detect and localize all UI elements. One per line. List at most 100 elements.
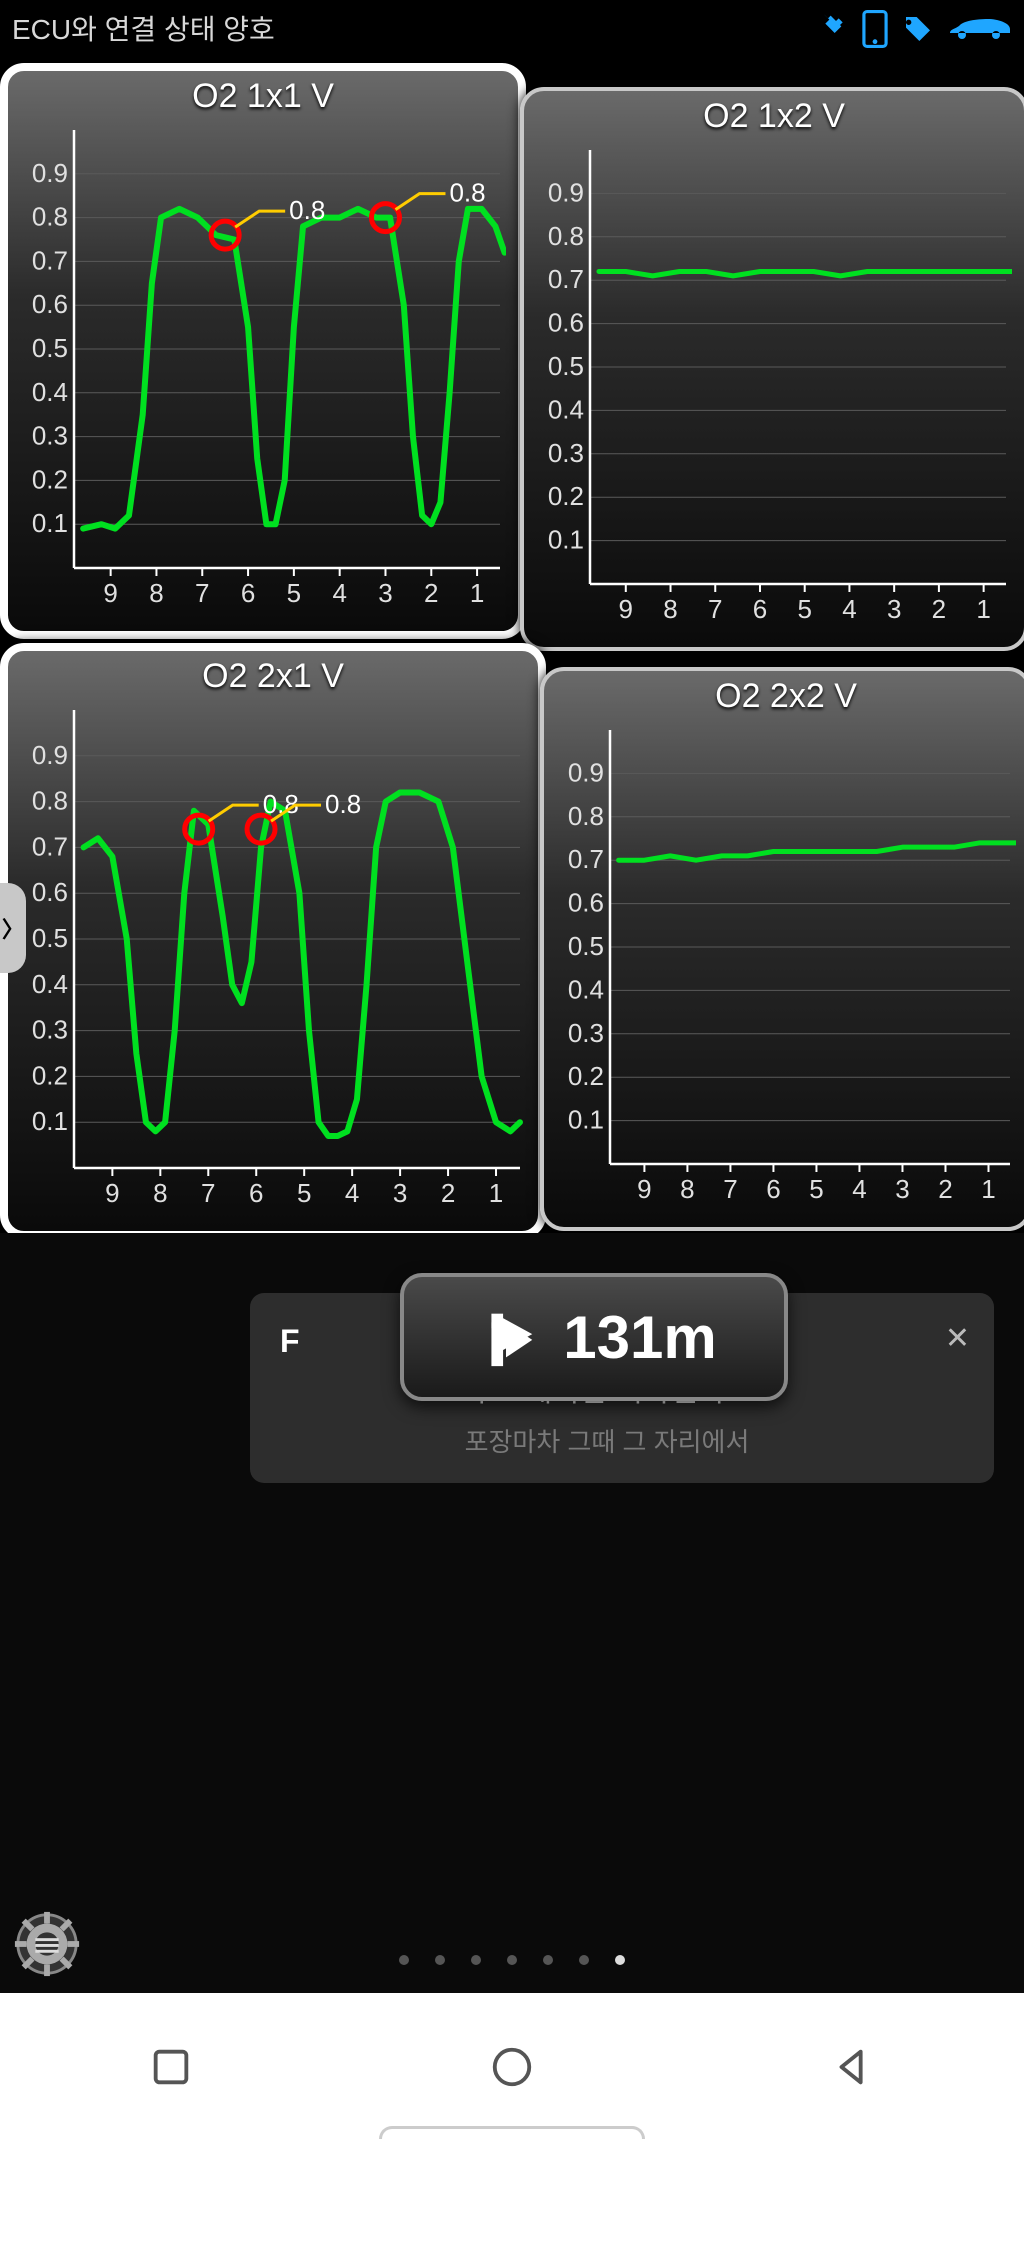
svg-text:8: 8: [663, 594, 677, 624]
svg-text:2: 2: [424, 578, 438, 608]
chart-title: O2 1x2 V: [524, 91, 1024, 136]
home-button[interactable]: [489, 2044, 535, 2090]
svg-text:0.1: 0.1: [548, 525, 584, 555]
svg-text:7: 7: [708, 594, 722, 624]
svg-text:0.9: 0.9: [548, 177, 584, 207]
svg-text:0.9: 0.9: [32, 158, 68, 188]
svg-text:0.1: 0.1: [32, 1106, 68, 1136]
svg-text:1: 1: [470, 578, 484, 608]
svg-text:0.8: 0.8: [32, 202, 68, 232]
chart-title: O2 2x1 V: [8, 651, 538, 696]
svg-text:1: 1: [976, 594, 990, 624]
svg-text:0.3: 0.3: [568, 1018, 604, 1048]
navigation-overlay[interactable]: 131m: [400, 1273, 788, 1401]
chart-plot: 0.10.20.30.40.50.60.70.80.99876543210.80…: [20, 700, 526, 1220]
svg-text:0.7: 0.7: [32, 245, 68, 275]
page-dot[interactable]: [399, 1955, 409, 1965]
svg-text:3: 3: [887, 594, 901, 624]
svg-text:9: 9: [637, 1174, 651, 1204]
svg-text:6: 6: [249, 1178, 263, 1208]
chart-panel-o2_1x1[interactable]: O2 1x1 V0.10.20.30.40.50.60.70.80.998765…: [0, 63, 526, 639]
lyric-line-next: 포장마차 그때 그 자리에서: [290, 1422, 924, 1459]
page-dot[interactable]: [435, 1955, 445, 1965]
chart-title: O2 1x1 V: [8, 71, 518, 116]
svg-text:4: 4: [842, 594, 856, 624]
page-indicator[interactable]: [0, 1955, 1024, 1965]
svg-text:6: 6: [241, 578, 255, 608]
svg-text:1: 1: [489, 1178, 503, 1208]
page-dot[interactable]: [579, 1955, 589, 1965]
chart-plot: 0.10.20.30.40.50.60.70.80.99876543210.80…: [20, 120, 506, 620]
svg-text:0.5: 0.5: [568, 931, 604, 961]
page-dot[interactable]: [615, 1955, 625, 1965]
plug-icon: [816, 13, 848, 45]
chart-plot: 0.10.20.30.40.50.60.70.80.9987654321: [536, 140, 1012, 636]
svg-text:0.8: 0.8: [548, 221, 584, 251]
svg-text:9: 9: [103, 578, 117, 608]
svg-text:0.6: 0.6: [32, 877, 68, 907]
svg-text:8: 8: [153, 1178, 167, 1208]
svg-text:2: 2: [938, 1174, 952, 1204]
svg-text:0.2: 0.2: [568, 1061, 604, 1091]
page-dot[interactable]: [507, 1955, 517, 1965]
svg-text:8: 8: [149, 578, 163, 608]
svg-text:0.7: 0.7: [548, 264, 584, 294]
svg-text:7: 7: [723, 1174, 737, 1204]
svg-text:0.4: 0.4: [548, 394, 584, 424]
svg-text:0.8: 0.8: [449, 178, 485, 208]
svg-text:3: 3: [378, 578, 392, 608]
svg-text:0.8: 0.8: [568, 801, 604, 831]
nav-distance: 131m: [563, 1303, 716, 1372]
page-dot[interactable]: [543, 1955, 553, 1965]
chart-panel-o2_2x1[interactable]: O2 2x1 V0.10.20.30.40.50.60.70.80.998765…: [0, 643, 546, 1239]
expand-handle[interactable]: 〉: [0, 883, 26, 973]
svg-text:0.6: 0.6: [548, 308, 584, 338]
svg-text:1: 1: [981, 1174, 995, 1204]
svg-text:0.2: 0.2: [32, 464, 68, 494]
gesture-handle[interactable]: [379, 2126, 645, 2139]
recent-apps-button[interactable]: [148, 2044, 194, 2090]
bottom-blank-area: [0, 2141, 1024, 2241]
svg-text:0.5: 0.5: [548, 351, 584, 381]
svg-text:5: 5: [297, 1178, 311, 1208]
svg-text:3: 3: [895, 1174, 909, 1204]
chart-title: O2 2x2 V: [544, 671, 1024, 716]
svg-text:0.9: 0.9: [32, 740, 68, 770]
svg-text:0.2: 0.2: [548, 481, 584, 511]
status-bar: ECU와 연결 상태 양호: [0, 0, 1024, 63]
svg-text:8: 8: [680, 1174, 694, 1204]
svg-text:0.1: 0.1: [32, 508, 68, 538]
ecu-status-text: ECU와 연결 상태 양호: [12, 14, 275, 45]
close-icon[interactable]: ✕: [945, 1321, 970, 1356]
svg-text:4: 4: [332, 578, 346, 608]
music-app-logo: F: [280, 1323, 300, 1360]
svg-text:0.4: 0.4: [568, 974, 604, 1004]
svg-text:4: 4: [852, 1174, 866, 1204]
chart-panel-o2_2x2[interactable]: O2 2x2 V0.10.20.30.40.50.60.70.80.998765…: [540, 667, 1024, 1231]
svg-text:0.8: 0.8: [325, 789, 361, 819]
charts-grid: 〉 O2 1x1 V0.10.20.30.40.50.60.70.80.9987…: [0, 63, 1024, 1233]
page-dot[interactable]: [471, 1955, 481, 1965]
status-icons: [816, 10, 1012, 48]
svg-text:0.8: 0.8: [289, 195, 325, 225]
svg-text:0.1: 0.1: [568, 1105, 604, 1135]
svg-text:0.3: 0.3: [32, 1015, 68, 1045]
back-button[interactable]: [830, 2044, 876, 2090]
chart-plot: 0.10.20.30.40.50.60.70.80.9987654321: [556, 720, 1016, 1216]
android-nav-bar: [0, 1993, 1024, 2141]
svg-text:5: 5: [287, 578, 301, 608]
svg-text:0.4: 0.4: [32, 377, 68, 407]
turn-right-icon: [471, 1302, 541, 1372]
chevron-right-icon: 〉: [2, 912, 24, 944]
svg-text:0.7: 0.7: [568, 844, 604, 874]
gear-icon: [12, 1909, 82, 1979]
lower-area: F ✕ 그녀에게 전해줘요 나 그때처럼 기다린다고 포장마차 그때 그 자리에…: [0, 1233, 1024, 1993]
svg-text:6: 6: [766, 1174, 780, 1204]
svg-text:6: 6: [753, 594, 767, 624]
chart-panel-o2_1x2[interactable]: O2 1x2 V0.10.20.30.40.50.60.70.80.998765…: [520, 87, 1024, 651]
settings-button[interactable]: [12, 1909, 82, 1979]
svg-text:0.3: 0.3: [32, 421, 68, 451]
svg-text:5: 5: [809, 1174, 823, 1204]
svg-text:0.4: 0.4: [32, 969, 68, 999]
svg-text:0.6: 0.6: [32, 289, 68, 319]
